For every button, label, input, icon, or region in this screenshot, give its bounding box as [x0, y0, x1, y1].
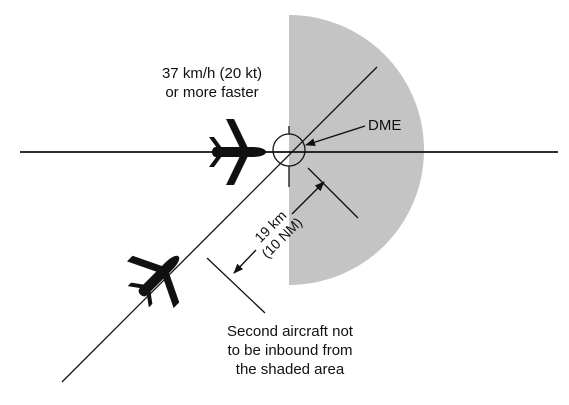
distance-arrow-upper	[291, 181, 325, 215]
caption-line3: the shaded area	[236, 361, 345, 378]
distance-extension-lower	[206, 257, 266, 314]
diagonal-track	[61, 66, 378, 383]
speed-note-line1: 37 km/h (20 kt)	[162, 65, 262, 82]
speed-note-line2: or more faster	[165, 84, 258, 101]
leading-aircraft-icon	[209, 119, 266, 185]
dme-pointer-arrow	[305, 125, 366, 147]
distance-arrow-lower	[233, 249, 257, 274]
caption-line2: to be inbound from	[227, 342, 352, 359]
dme-label: DME	[368, 117, 401, 134]
caption-line1: Second aircraft not	[227, 323, 354, 340]
second-aircraft-icon	[126, 255, 180, 309]
distance-extension-upper	[307, 167, 359, 219]
shaded-area	[289, 15, 424, 285]
